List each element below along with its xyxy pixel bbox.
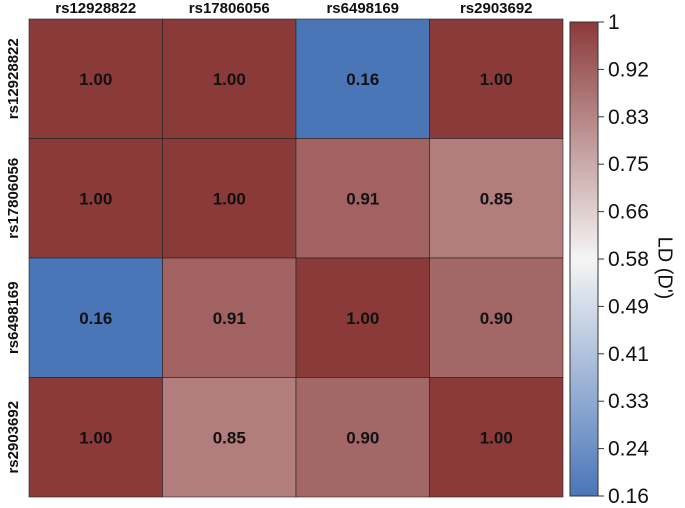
heatmap-cell-r3-c0 <box>28 377 163 498</box>
cell-value-label: 1.00 <box>480 428 513 447</box>
heatmap-cell-r1-c3 <box>429 138 564 259</box>
colorbar-ticks: 1 0.92 0.83 0.75 0.66 0.58 0.49 0.41 0.33 0.24 0.1… <box>598 11 649 508</box>
heatmap-cell-r3-c1 <box>162 377 297 498</box>
cell-value-label: 1.00 <box>213 189 246 208</box>
cell-value-label: 0.16 <box>79 309 112 328</box>
colorbar-tick-label: 0.41 <box>608 343 649 366</box>
cell-value-label: 0.90 <box>346 428 379 447</box>
heatmap-cell-r2-c1 <box>162 257 297 378</box>
row-label-rs2903692: rs2903692 <box>5 401 22 474</box>
row-labels: rs12928822 rs17806056 rs6498169 rs2903692 <box>5 38 22 473</box>
row-label-rs17806056: rs17806056 <box>5 158 22 239</box>
heatmap-cell-r0-c1 <box>162 18 297 139</box>
cell-value-label: 1.00 <box>213 70 246 89</box>
cell-value-label: 1.00 <box>79 428 112 447</box>
colorbar: 1 0.92 0.83 0.75 0.66 0.58 0.49 0.41 0.33 0.24 0.1… <box>569 11 676 508</box>
column-label-rs2903692: rs2903692 <box>460 0 533 17</box>
colorbar-tick-label: 0.33 <box>608 390 649 413</box>
heatmap-cell-r3-c2 <box>295 377 430 498</box>
colorbar-tick-label: 0.75 <box>608 153 649 176</box>
cell-value-label: 1.00 <box>79 70 112 89</box>
cell-value-label: 1.00 <box>79 189 112 208</box>
cell-value-label: 1.00 <box>346 309 379 328</box>
row-label-rs6498169: rs6498169 <box>5 281 22 354</box>
cell-value-label: 0.91 <box>213 309 246 328</box>
cell-value-label: 1.00 <box>480 70 513 89</box>
colorbar-tick-label: 1 <box>608 11 620 34</box>
heatmap-cell-r1-c2 <box>295 138 430 259</box>
colorbar-title: LD (D') <box>654 237 676 300</box>
cell-value-label: 0.85 <box>480 189 513 208</box>
heatmap-cells: 1.00 1.00 0.16 1.00 1.00 1.00 0.91 0.85 0.16 0.91… <box>28 18 564 498</box>
heatmap-cell-r3-c3 <box>429 377 564 498</box>
colorbar-tick-label: 0.24 <box>608 438 649 461</box>
colorbar-tick-label: 0.66 <box>608 201 649 224</box>
column-label-rs12928822: rs12928822 <box>55 0 136 17</box>
column-label-rs6498169: rs6498169 <box>326 0 399 17</box>
colorbar-tick-label: 0.16 <box>608 485 649 508</box>
heatmap-cell-r1-c1 <box>162 138 297 259</box>
colorbar-tick-label: 0.49 <box>608 295 649 318</box>
colorbar-gradient <box>569 21 599 497</box>
heatmap-cell-r0-c2 <box>295 18 430 139</box>
cell-value-label: 0.85 <box>213 428 246 447</box>
heatmap-cell-r0-c3 <box>429 18 564 139</box>
column-label-rs17806056: rs17806056 <box>189 0 270 17</box>
heatmap-cell-r0-c0 <box>28 18 163 139</box>
cell-value-label: 0.91 <box>346 189 379 208</box>
heatmap-cell-r1-c0 <box>28 138 163 259</box>
colorbar-tick-label: 0.83 <box>608 106 649 129</box>
row-label-rs12928822: rs12928822 <box>5 38 22 119</box>
colorbar-tick-label: 0.58 <box>608 248 649 271</box>
cell-value-label: 0.16 <box>346 70 379 89</box>
colorbar-tick-label: 0.92 <box>608 58 649 81</box>
cell-value-label: 0.90 <box>480 309 513 328</box>
heatmap-cell-r2-c3 <box>429 257 564 378</box>
column-labels: rs12928822 rs17806056 rs6498169 rs2903692 <box>55 0 532 17</box>
